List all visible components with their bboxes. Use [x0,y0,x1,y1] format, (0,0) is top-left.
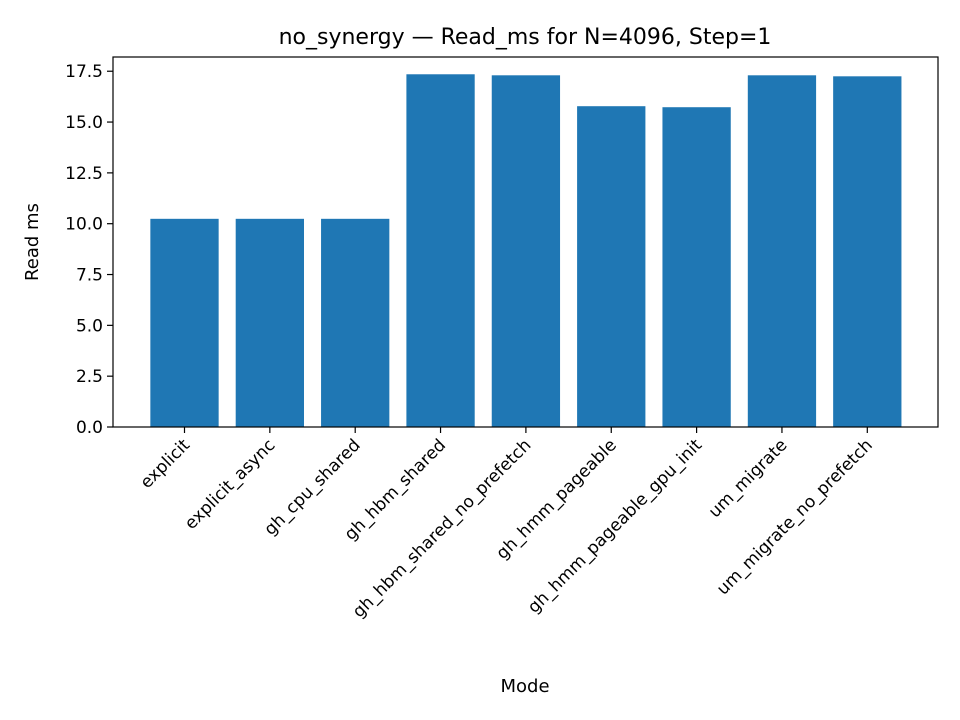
plot-frame [112,56,939,428]
x-tick-label: gh_hmm_pageable_gpu_init [524,435,706,617]
chart-title: no_synergy — Read_ms for N=4096, Step=1 [279,25,772,50]
bar-um-migrate [747,75,817,428]
x-tick-label: explicit [137,435,195,493]
y-axis-title: Read ms [22,203,43,281]
bars-layer [150,74,902,428]
y-tick-label: 2.5 [76,367,103,387]
y-tick-label: 17.5 [65,62,103,82]
x-axis-title: Mode [500,676,549,697]
y-tick-label: 15.0 [65,113,103,133]
x-tick-label: um_migrate_no_prefetch [713,435,877,599]
bar-gh-hmm-pageable [577,106,646,427]
bar-gh-hbm-shared [406,74,475,427]
y-tick-label: 5.0 [76,316,103,336]
y-tick-label: 12.5 [65,164,103,184]
x-axis: explicitexplicit_asyncgh_cpu_sharedgh_hb… [137,427,877,622]
y-axis: 0.0 2.5 5.0 7.5 10.0 12.5 15.0 17.5 [65,62,113,438]
x-tick-label: explicit_async [181,435,279,533]
bar-explicit-async [235,218,304,427]
y-tick-label: 0.0 [76,418,103,438]
x-tick-label: gh_hbm_shared_no_prefetch [349,435,536,622]
bar-gh-hmm-pageable-gpu-init [662,107,731,428]
bar-explicit [150,218,219,427]
bar-gh-cpu-shared [321,218,390,427]
y-tick-label: 7.5 [76,266,103,286]
bar-um-migrate-no-prefetch [833,76,902,427]
bar-gh-hbm-shared-no-prefetch [491,75,561,428]
x-tick-label: um_migrate [705,435,792,522]
y-tick-label: 10.0 [65,215,103,235]
